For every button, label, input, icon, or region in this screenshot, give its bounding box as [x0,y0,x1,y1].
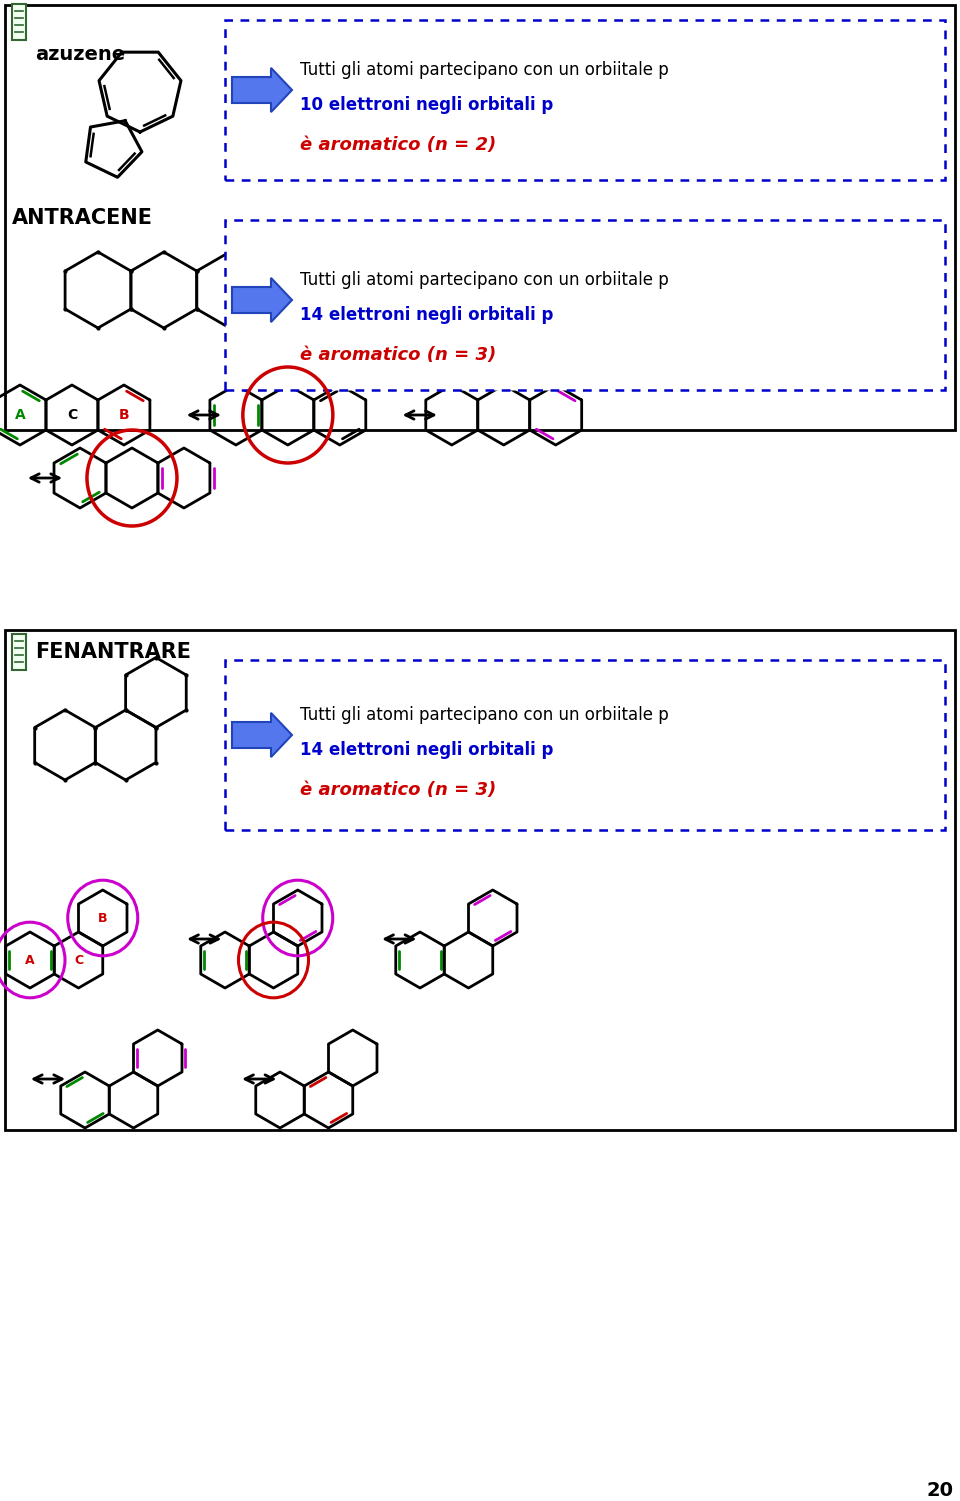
Polygon shape [232,713,292,757]
Polygon shape [232,68,292,113]
Text: B: B [98,911,108,925]
Polygon shape [232,278,292,323]
Text: C: C [67,408,77,422]
Bar [5,630,955,1130]
Text: FENANTRARE: FENANTRARE [35,642,191,662]
Text: B: B [119,408,130,422]
Text: 20: 20 [926,1480,953,1499]
Text: Tutti gli atomi partecipano con un orbiitale p: Tutti gli atomi partecipano con un orbii… [300,705,669,723]
Text: 14 elettroni negli orbitali p: 14 elettroni negli orbitali p [300,741,553,760]
Text: 14 elettroni negli orbitali p: 14 elettroni negli orbitali p [300,306,553,324]
Text: Tutti gli atomi partecipano con un orbiitale p: Tutti gli atomi partecipano con un orbii… [300,272,669,290]
Bar [5,5,955,429]
Text: A: A [25,953,35,967]
Bar [225,221,945,390]
Bar [225,660,945,830]
Text: 10 elettroni negli orbitali p: 10 elettroni negli orbitali p [300,96,553,114]
Text: Tutti gli atomi partecipano con un orbiitale p: Tutti gli atomi partecipano con un orbii… [300,62,669,80]
Text: azuzene: azuzene [35,45,125,65]
Text: è aromatico (n = 3): è aromatico (n = 3) [300,347,496,365]
Bar [12,5,26,41]
Text: ANTRACENE: ANTRACENE [12,209,153,228]
Text: è aromatico (n = 3): è aromatico (n = 3) [300,781,496,799]
Bar [225,20,945,180]
Text: C: C [74,953,84,967]
Bar [12,633,26,669]
Text: è aromatico (n = 2): è aromatico (n = 2) [300,137,496,155]
Text: A: A [14,408,25,422]
